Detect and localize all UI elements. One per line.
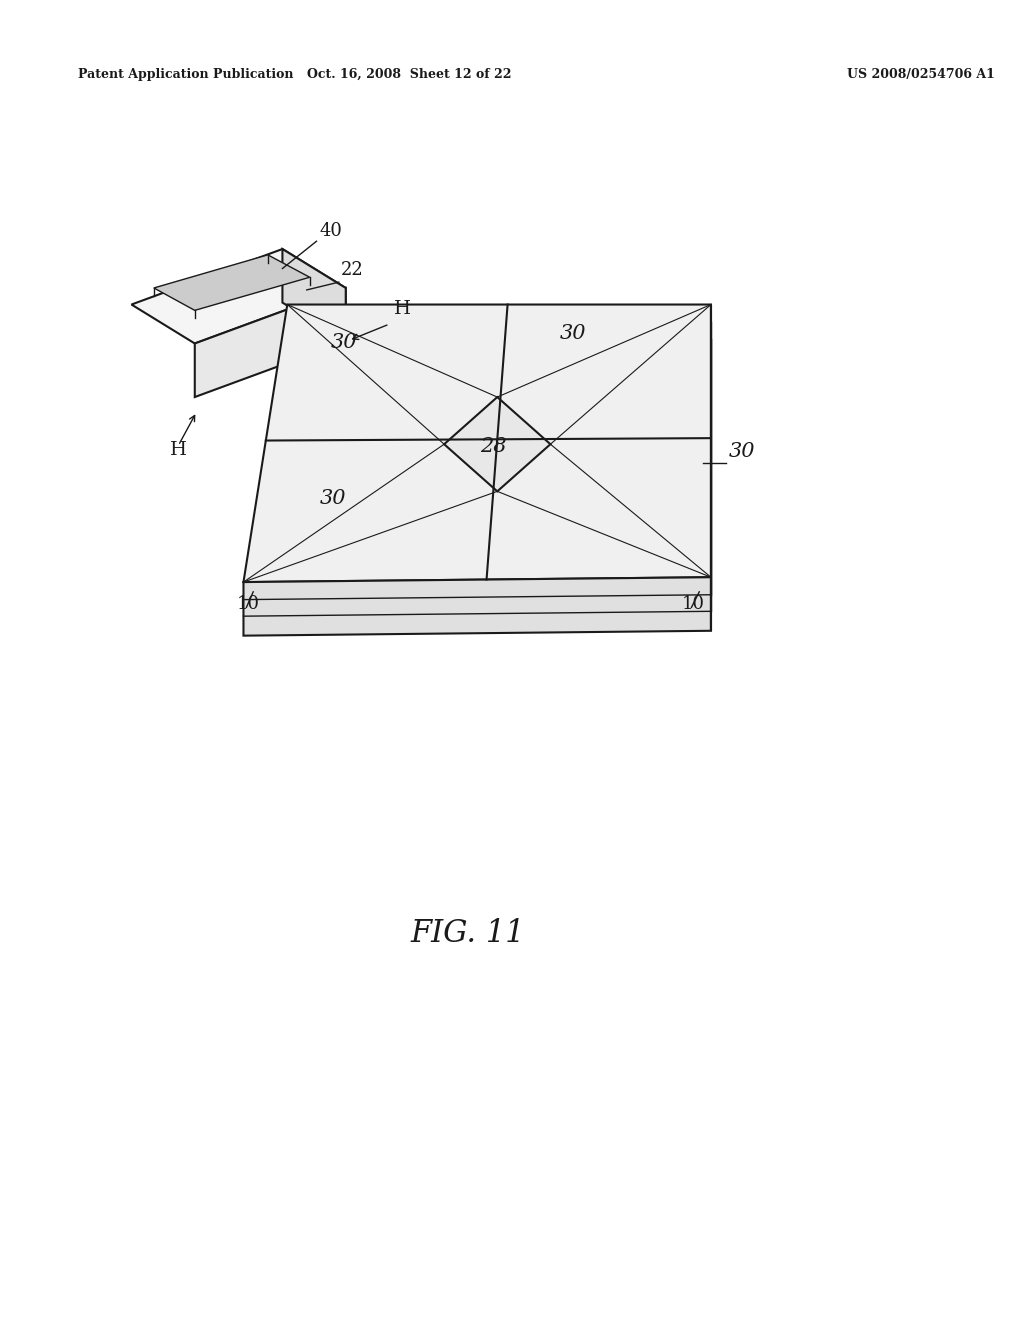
- Polygon shape: [244, 305, 711, 582]
- Polygon shape: [154, 255, 309, 310]
- Text: 10: 10: [237, 595, 260, 614]
- Text: 30: 30: [319, 490, 346, 508]
- Text: 30: 30: [728, 442, 755, 462]
- Text: FIG. 11: FIG. 11: [411, 919, 524, 949]
- Text: Patent Application Publication: Patent Application Publication: [78, 67, 294, 81]
- Text: 22: 22: [341, 261, 364, 280]
- Text: 10: 10: [682, 595, 705, 614]
- Text: US 2008/0254706 A1: US 2008/0254706 A1: [847, 67, 995, 81]
- Polygon shape: [444, 397, 551, 491]
- Text: Oct. 16, 2008  Sheet 12 of 22: Oct. 16, 2008 Sheet 12 of 22: [307, 67, 511, 81]
- Text: 30: 30: [560, 323, 587, 343]
- Polygon shape: [244, 577, 711, 636]
- Polygon shape: [195, 288, 346, 397]
- Text: H: H: [170, 441, 187, 459]
- Polygon shape: [283, 249, 346, 342]
- Polygon shape: [131, 249, 346, 343]
- Text: 28: 28: [480, 437, 506, 455]
- Text: 40: 40: [319, 222, 342, 240]
- Text: H: H: [394, 300, 412, 318]
- Text: 30: 30: [331, 334, 357, 352]
